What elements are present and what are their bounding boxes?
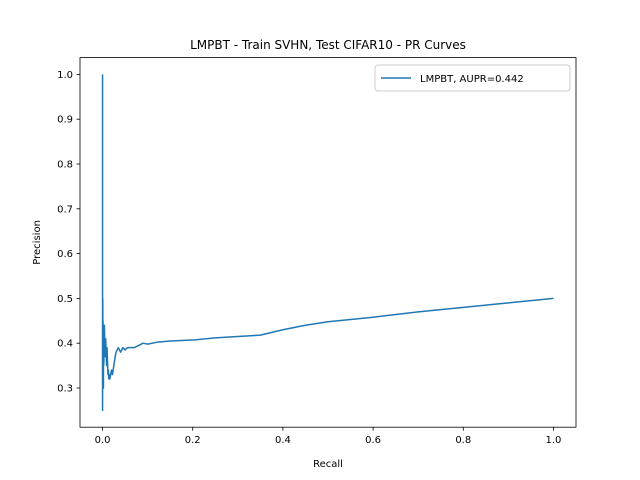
x-axis-label: Recall — [313, 459, 343, 470]
y-axis-ticks: 0.3 0.4 0.5 0.6 0.7 0.8 0.9 1.0 — [57, 70, 80, 395]
legend-label: LMPBT, AUPR=0.442 — [420, 74, 524, 85]
x-tick-label: 0.0 — [95, 435, 111, 446]
plot-area — [80, 57, 576, 428]
y-tick-label: 1.0 — [57, 70, 73, 81]
y-tick-label: 0.7 — [57, 204, 73, 215]
x-tick-label: 0.8 — [455, 435, 471, 446]
x-tick-label: 0.4 — [275, 435, 291, 446]
y-tick-label: 0.6 — [57, 249, 73, 260]
y-tick-label: 0.8 — [57, 160, 73, 171]
x-tick-label: 1.0 — [546, 435, 562, 446]
plot-frame — [79, 57, 577, 428]
x-tick-label: 0.6 — [365, 435, 381, 446]
y-tick-label: 0.5 — [57, 294, 73, 305]
chart-title: LMPBT - Train SVHN, Test CIFAR10 - PR Cu… — [190, 38, 466, 52]
y-tick-label: 0.4 — [57, 339, 73, 350]
series-layer — [101, 74, 554, 412]
legend-box — [374, 64, 571, 92]
y-axis-label: Precision — [32, 220, 43, 265]
x-tick-label: 0.2 — [185, 435, 201, 446]
y-tick-label: 0.3 — [57, 384, 73, 395]
legend: LMPBT, AUPR=0.442 — [374, 64, 571, 92]
x-axis-ticks: 0.0 0.2 0.4 0.6 0.8 1.0 — [95, 427, 562, 446]
series-line — [101, 74, 554, 412]
y-tick-label: 0.9 — [57, 115, 73, 126]
